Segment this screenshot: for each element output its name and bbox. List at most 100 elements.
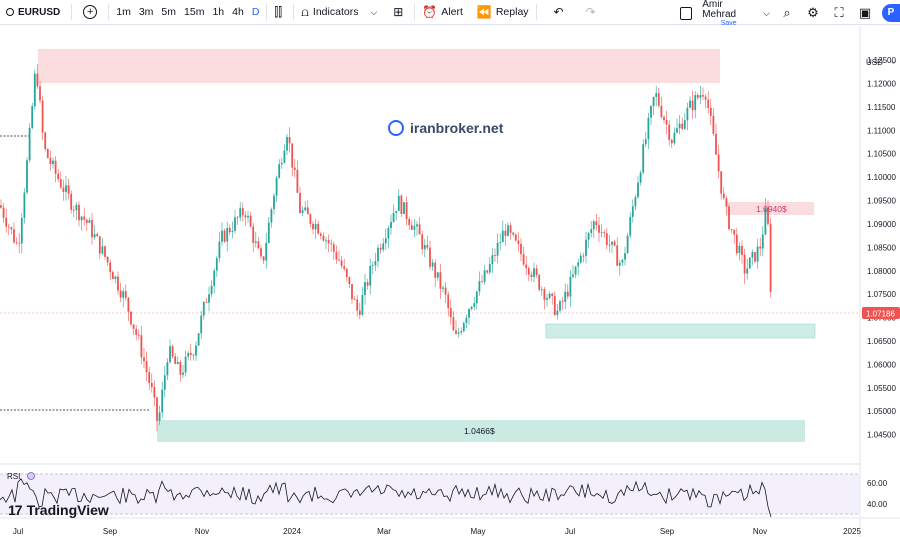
currency-selector[interactable]: USD ⌵ <box>866 58 896 67</box>
chart-svg[interactable]: 1.0940$ 1.0466$ 1.125001.120001.115001.1… <box>0 26 900 537</box>
replay-button[interactable]: ⏪ Replay <box>473 0 533 25</box>
candle-body <box>278 164 281 178</box>
camera-icon[interactable]: ▣ <box>858 4 872 20</box>
candle-body <box>572 274 574 277</box>
candle-body <box>161 389 164 413</box>
candle-body <box>743 254 746 274</box>
candle-body <box>403 202 405 214</box>
time-axis[interactable]: Jul Sep Nov 2024 Mar May Jul Sep Nov 2025 <box>13 527 862 536</box>
rsi-line <box>0 478 772 518</box>
minor-resistance-label: 1.0940$ <box>756 204 787 214</box>
candle-body <box>478 281 481 292</box>
quick-search-icon[interactable]: ⌕ <box>783 4 791 20</box>
toolbar-divider <box>266 4 268 20</box>
candle-body <box>119 290 122 298</box>
candle-body <box>634 197 637 207</box>
candle-body <box>689 100 691 108</box>
alert-button[interactable]: ⏰ Alert <box>418 0 467 25</box>
candle-body <box>143 357 145 362</box>
mid-support-zone[interactable] <box>545 323 816 339</box>
candle-body <box>483 270 486 282</box>
candle-body <box>228 227 231 233</box>
time-tick-label: May <box>470 527 485 536</box>
time-tick-label: Jul <box>13 527 23 536</box>
compare-add-icon[interactable]: + <box>83 5 98 19</box>
toolbar-divider <box>414 4 416 20</box>
candle-body <box>275 177 278 196</box>
chart-pane[interactable]: 1.0940$ 1.0466$ 1.12500 1.12000 1.11500 1.1… <box>0 26 900 537</box>
candle-body <box>249 215 252 227</box>
candle-body <box>210 285 213 295</box>
interval-1m-button[interactable]: 1m <box>116 6 131 18</box>
candle-body <box>673 132 676 144</box>
watermark: iranbroker.net <box>388 120 503 136</box>
interval-5m-button[interactable]: 5m <box>161 6 177 18</box>
candle-body <box>468 308 470 318</box>
price-axis[interactable]: 1.12500 1.12000 1.11500 1.11000 1.10500 1.100… <box>867 56 896 440</box>
chart-type-button[interactable]: ⫿⫿ <box>270 0 290 25</box>
candle-body <box>585 239 587 256</box>
candle-body <box>111 272 114 280</box>
low-support-zone[interactable] <box>157 420 805 442</box>
candle-body <box>104 246 106 257</box>
publish-button[interactable]: P <box>882 3 900 22</box>
candle-body <box>301 210 304 213</box>
interval-4h-button[interactable]: 4h <box>232 6 244 18</box>
candle-body <box>746 268 749 274</box>
candle-body <box>431 262 434 267</box>
candle-body <box>395 210 398 213</box>
settings-gear-icon[interactable]: ⚙ <box>807 4 819 20</box>
candle-body <box>400 195 403 214</box>
current-price-label: 1.07186 <box>866 310 895 319</box>
symbol-search-button[interactable]: EURUSD <box>0 0 68 25</box>
candle-body <box>23 192 26 218</box>
candle-body <box>733 229 736 235</box>
resistance-zone[interactable] <box>38 49 720 83</box>
chevron-down-icon[interactable]: ⌵ <box>763 7 770 18</box>
candle-body <box>754 252 756 262</box>
user-layout-save[interactable]: Amir Mehrad Save ⌵ <box>680 0 770 27</box>
candle-body <box>379 247 382 250</box>
candle-body <box>83 216 86 220</box>
candle-body <box>486 270 489 273</box>
candle-body <box>668 124 671 141</box>
candle-body <box>226 227 229 242</box>
interval-1h-button[interactable]: 1h <box>212 6 225 18</box>
rsi-indicator-label[interactable]: RSI <box>7 472 21 481</box>
price-tick-label: 1.08000 <box>867 267 896 276</box>
candle-body <box>707 99 710 108</box>
candle-body <box>595 221 598 226</box>
rsi-tick-60: 60.00 <box>867 479 888 488</box>
candle-body <box>686 107 689 121</box>
candle-body <box>202 302 205 316</box>
candle-body <box>208 294 210 303</box>
candle-body <box>670 140 673 144</box>
interval-D-button[interactable]: D <box>251 6 260 18</box>
candle-body <box>748 257 751 269</box>
search-icon <box>6 8 14 16</box>
tradingview-logo[interactable]: 17 TradingView <box>8 502 109 518</box>
price-tick-label: 1.11000 <box>867 126 896 135</box>
redo-button[interactable]: ↷ <box>582 0 604 25</box>
candle-body <box>767 207 769 224</box>
candle-body <box>270 209 273 223</box>
undo-button[interactable]: ↶ <box>550 0 572 25</box>
interval-15m-button[interactable]: 15m <box>184 6 205 18</box>
fullscreen-icon[interactable]: ⛶ <box>834 4 844 20</box>
candle-body <box>416 224 418 227</box>
candle-body <box>293 167 296 170</box>
candle-body <box>317 223 320 234</box>
candle-body <box>683 120 686 129</box>
chevron-down-icon[interactable]: ⌵ <box>370 6 378 17</box>
minor-resistance-zone[interactable] <box>727 202 814 215</box>
save-link[interactable]: Save <box>720 19 737 27</box>
candle-body <box>18 243 21 244</box>
candle-body <box>93 234 96 238</box>
indicators-button[interactable]: ⩍ Indicators ⌵ <box>297 0 385 25</box>
layouts-button[interactable]: ⊞ <box>389 0 411 25</box>
candle-body <box>213 270 216 286</box>
candle-body <box>156 397 158 421</box>
candle-body <box>200 315 203 334</box>
interval-3m-button[interactable]: 3m <box>138 6 154 18</box>
candle-body <box>392 212 395 222</box>
